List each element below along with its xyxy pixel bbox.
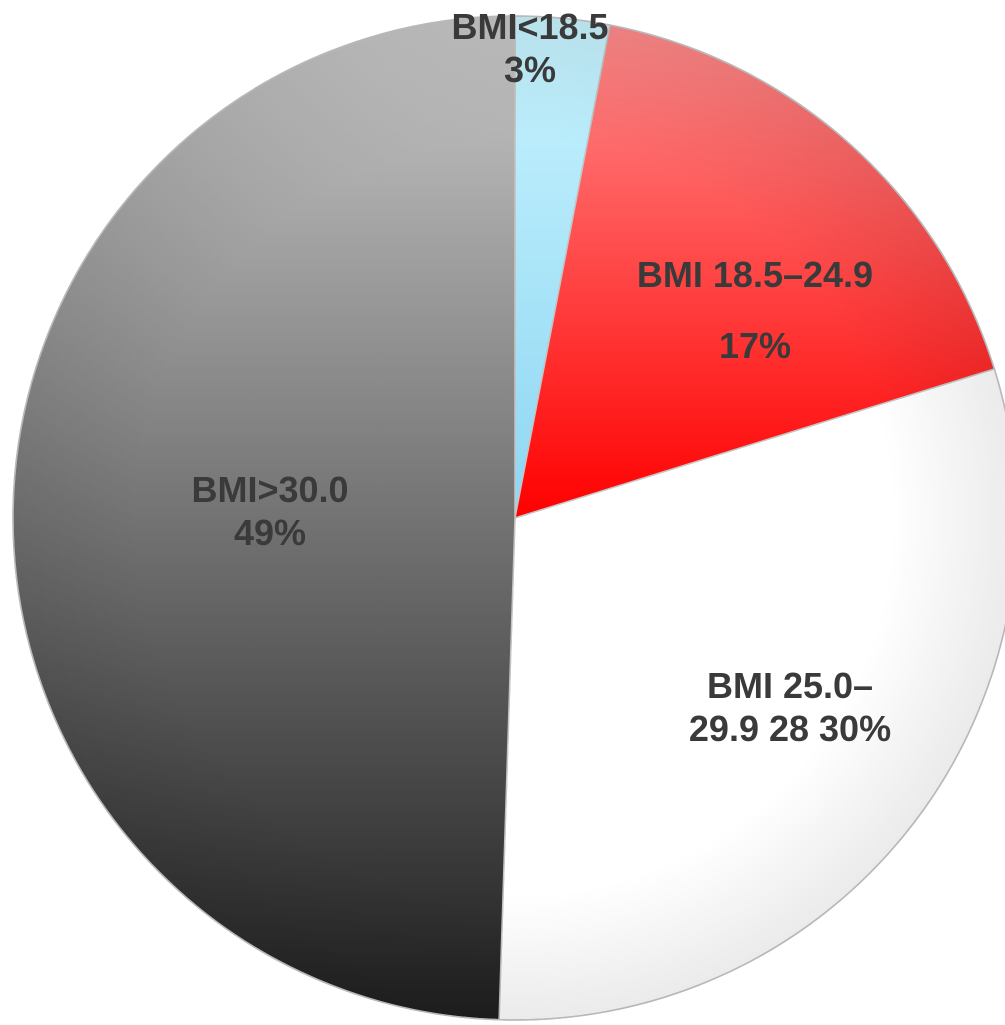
slice-label-normal-name: BMI 18.5–24.9 xyxy=(636,254,874,295)
slice-label-overweight: BMI 25.0– 29.9 28 30% xyxy=(620,664,960,750)
slice-label-normal: BMI 18.5–24.9 17% xyxy=(575,253,935,367)
slice-label-underweight-name: BMI<18.5 xyxy=(451,6,609,47)
slice-label-underweight-value: 3% xyxy=(503,49,557,91)
slice-label-obese: BMI>30.0 49% xyxy=(140,468,400,554)
slice-label-normal-value: 17% xyxy=(718,325,792,367)
slice-label-overweight-line2: 29.9 28 30% xyxy=(688,708,892,750)
slice-label-overweight-line1: BMI 25.0– xyxy=(706,665,874,706)
slice-label-obese-name: BMI>30.0 xyxy=(191,469,349,510)
slice-label-obese-value: 49% xyxy=(233,512,307,554)
slice-label-underweight: BMI<18.5 3% xyxy=(410,5,650,91)
pie-rim xyxy=(12,15,1005,1021)
